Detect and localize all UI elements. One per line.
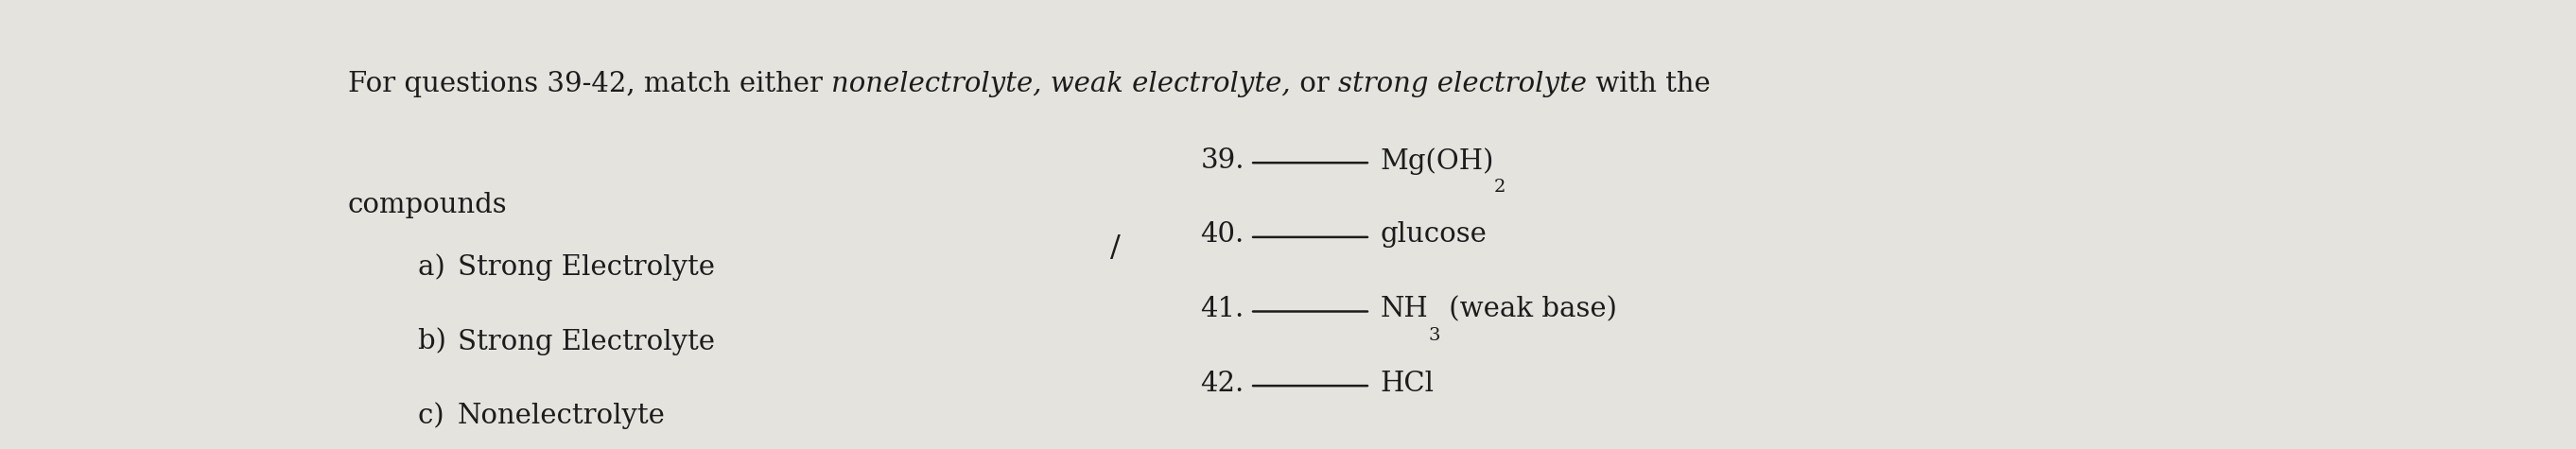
Text: with the: with the	[1587, 71, 1710, 97]
Text: 40.: 40.	[1200, 221, 1244, 248]
Text: 2: 2	[1494, 178, 1504, 195]
Text: Mg(OH): Mg(OH)	[1381, 147, 1494, 175]
Text: glucose: glucose	[1381, 221, 1486, 248]
Text: compounds: compounds	[348, 192, 507, 219]
Text: b): b)	[417, 329, 474, 355]
Text: 42.: 42.	[1200, 370, 1244, 396]
Text: 3: 3	[1427, 327, 1440, 344]
Text: or: or	[1291, 71, 1337, 97]
Text: c): c)	[417, 403, 471, 430]
Text: 39.: 39.	[1200, 147, 1244, 174]
Text: Strong Electrolyte: Strong Electrolyte	[459, 329, 716, 355]
Text: strong electrolyte: strong electrolyte	[1337, 71, 1587, 97]
Text: a): a)	[417, 255, 471, 281]
Text: nonelectrolyte, weak electrolyte,: nonelectrolyte, weak electrolyte,	[832, 71, 1291, 97]
Text: HCl: HCl	[1381, 370, 1435, 396]
Text: Nonelectrolyte: Nonelectrolyte	[459, 403, 665, 430]
Text: (weak base): (weak base)	[1440, 296, 1618, 322]
Text: For questions 39-42, match either: For questions 39-42, match either	[348, 71, 832, 97]
Text: 41.: 41.	[1200, 296, 1244, 322]
Text: /: /	[1110, 233, 1121, 263]
Text: NH: NH	[1381, 296, 1427, 322]
Text: Strong Electrolyte: Strong Electrolyte	[459, 255, 716, 281]
